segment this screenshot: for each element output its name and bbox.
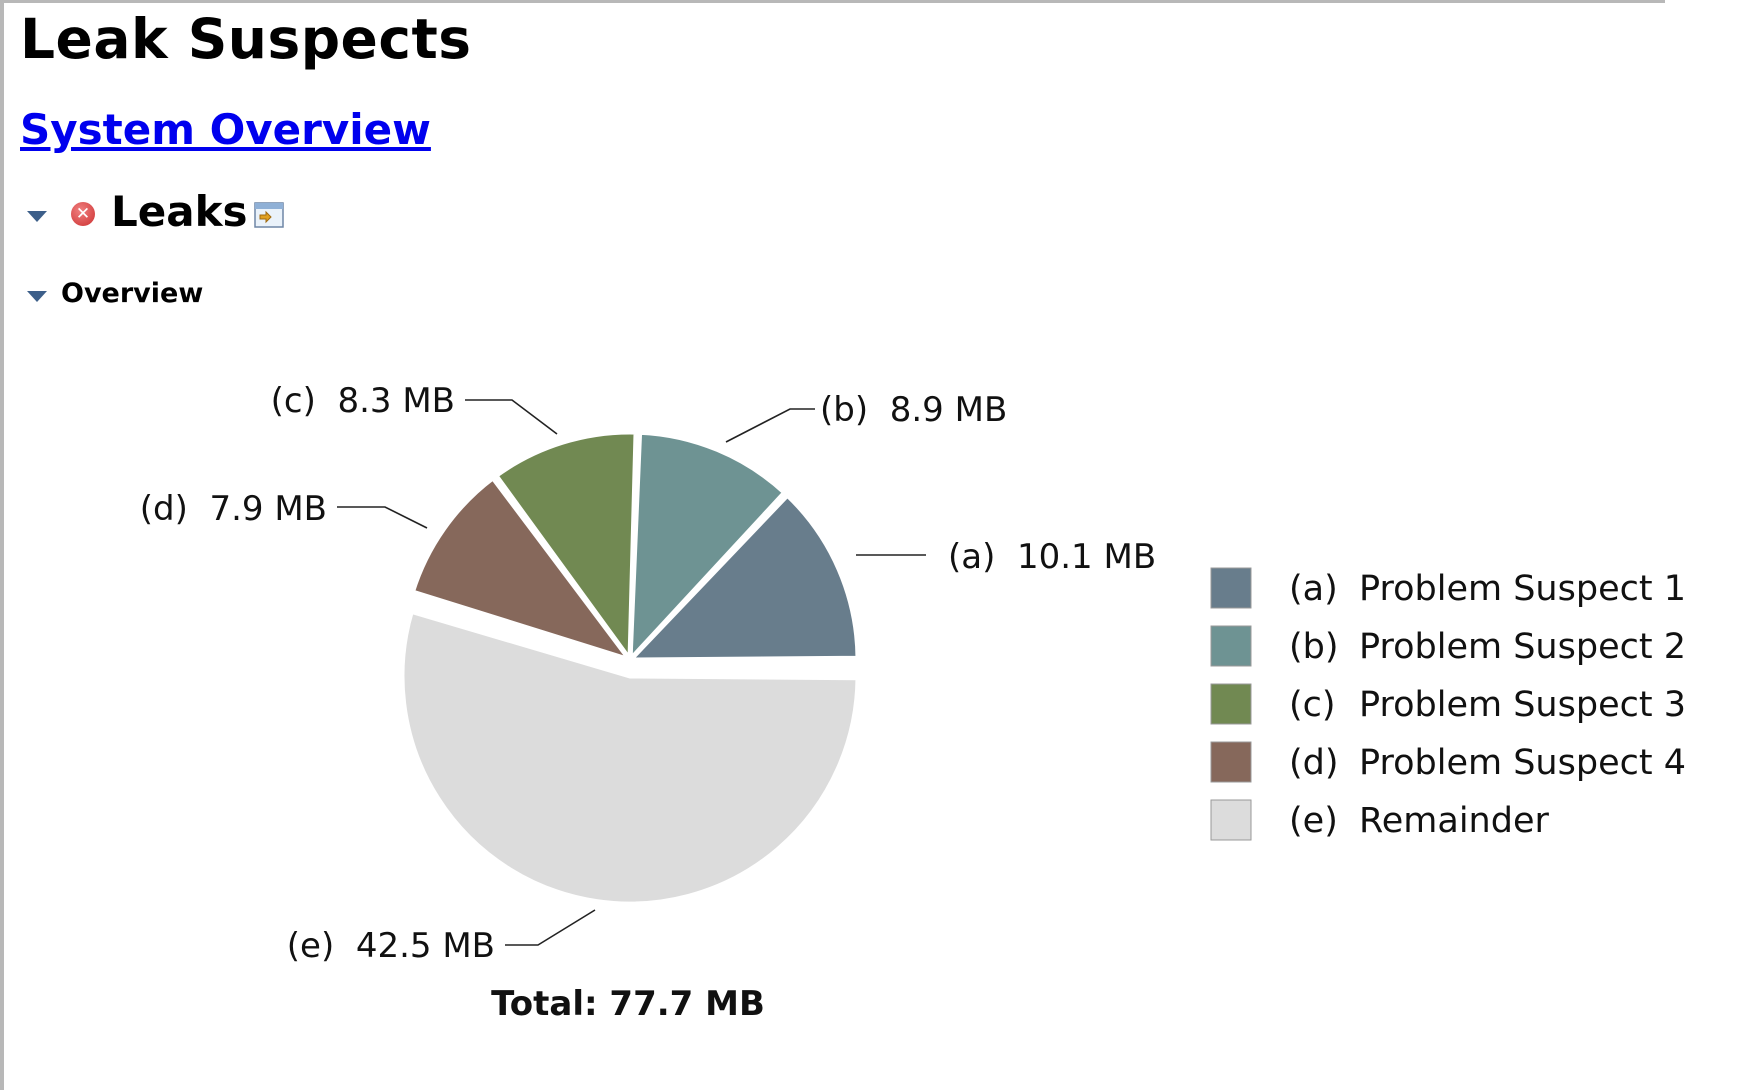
page-title: Leak Suspects [20, 7, 472, 71]
pie-slice-b [627, 429, 789, 667]
slice-label-a: (a) 10.1 MB [948, 537, 1156, 577]
pie-labels: (a) 10.1 MB (b) 8.9 MB (c) 8.3 MB (d) 7.9 M… [140, 381, 1156, 966]
legend-id-b: (b) [1289, 627, 1339, 667]
legend-id-e: (e) [1289, 801, 1338, 841]
leader-line-e [505, 909, 596, 946]
pie-leader-lines [337, 399, 926, 946]
legend-label-e: Remainder [1359, 801, 1549, 841]
legend-id-c: (c) [1289, 685, 1336, 725]
legend-label-a: Problem Suspect 1 [1359, 569, 1686, 609]
pie-slice-e [399, 608, 861, 907]
pie-slice-a [624, 491, 861, 663]
legend-swatch-a [1210, 567, 1252, 609]
leader-line-c [465, 399, 558, 435]
legend-label-c: Problem Suspect 3 [1359, 685, 1686, 725]
legend-id-d: (d) [1289, 743, 1339, 783]
slice-label-c: (c) 8.3 MB [271, 381, 455, 421]
window-frame-left [0, 0, 4, 1090]
slice-label-e: (e) 42.5 MB [287, 926, 495, 966]
leaks-heading: Leaks [111, 187, 248, 236]
leader-line-d [337, 506, 428, 529]
legend-label-b: Problem Suspect 2 [1359, 627, 1686, 667]
pie-slices [399, 429, 861, 907]
details-icon[interactable] [254, 202, 284, 228]
error-icon: ✕ [71, 202, 95, 226]
overview-collapse-toggle-icon[interactable] [27, 291, 47, 302]
legend-swatch-d [1210, 741, 1252, 783]
legend-swatch-b [1210, 625, 1252, 667]
legend-swatch-e [1210, 799, 1252, 841]
system-overview-link[interactable]: System Overview [20, 105, 431, 154]
legend-id-a: (a) [1289, 569, 1338, 609]
pie-slice-d [409, 474, 637, 665]
slice-label-d: (d) 7.9 MB [140, 489, 327, 529]
leader-line-b [725, 408, 815, 443]
slice-label-b: (b) 8.9 MB [820, 390, 1007, 430]
leaks-collapse-toggle-icon[interactable] [27, 211, 47, 222]
legend-swatch-c [1210, 683, 1252, 725]
legend-label-d: Problem Suspect 4 [1359, 743, 1686, 783]
window-frame-top [0, 0, 1665, 3]
chart-legend: (a) Problem Suspect 1 (b) Problem Suspect 2… [1210, 567, 1686, 841]
overview-label: Overview [61, 278, 204, 309]
pie-slice-c [492, 429, 639, 668]
chart-total-label: Total: 77.7 MB [491, 984, 765, 1024]
